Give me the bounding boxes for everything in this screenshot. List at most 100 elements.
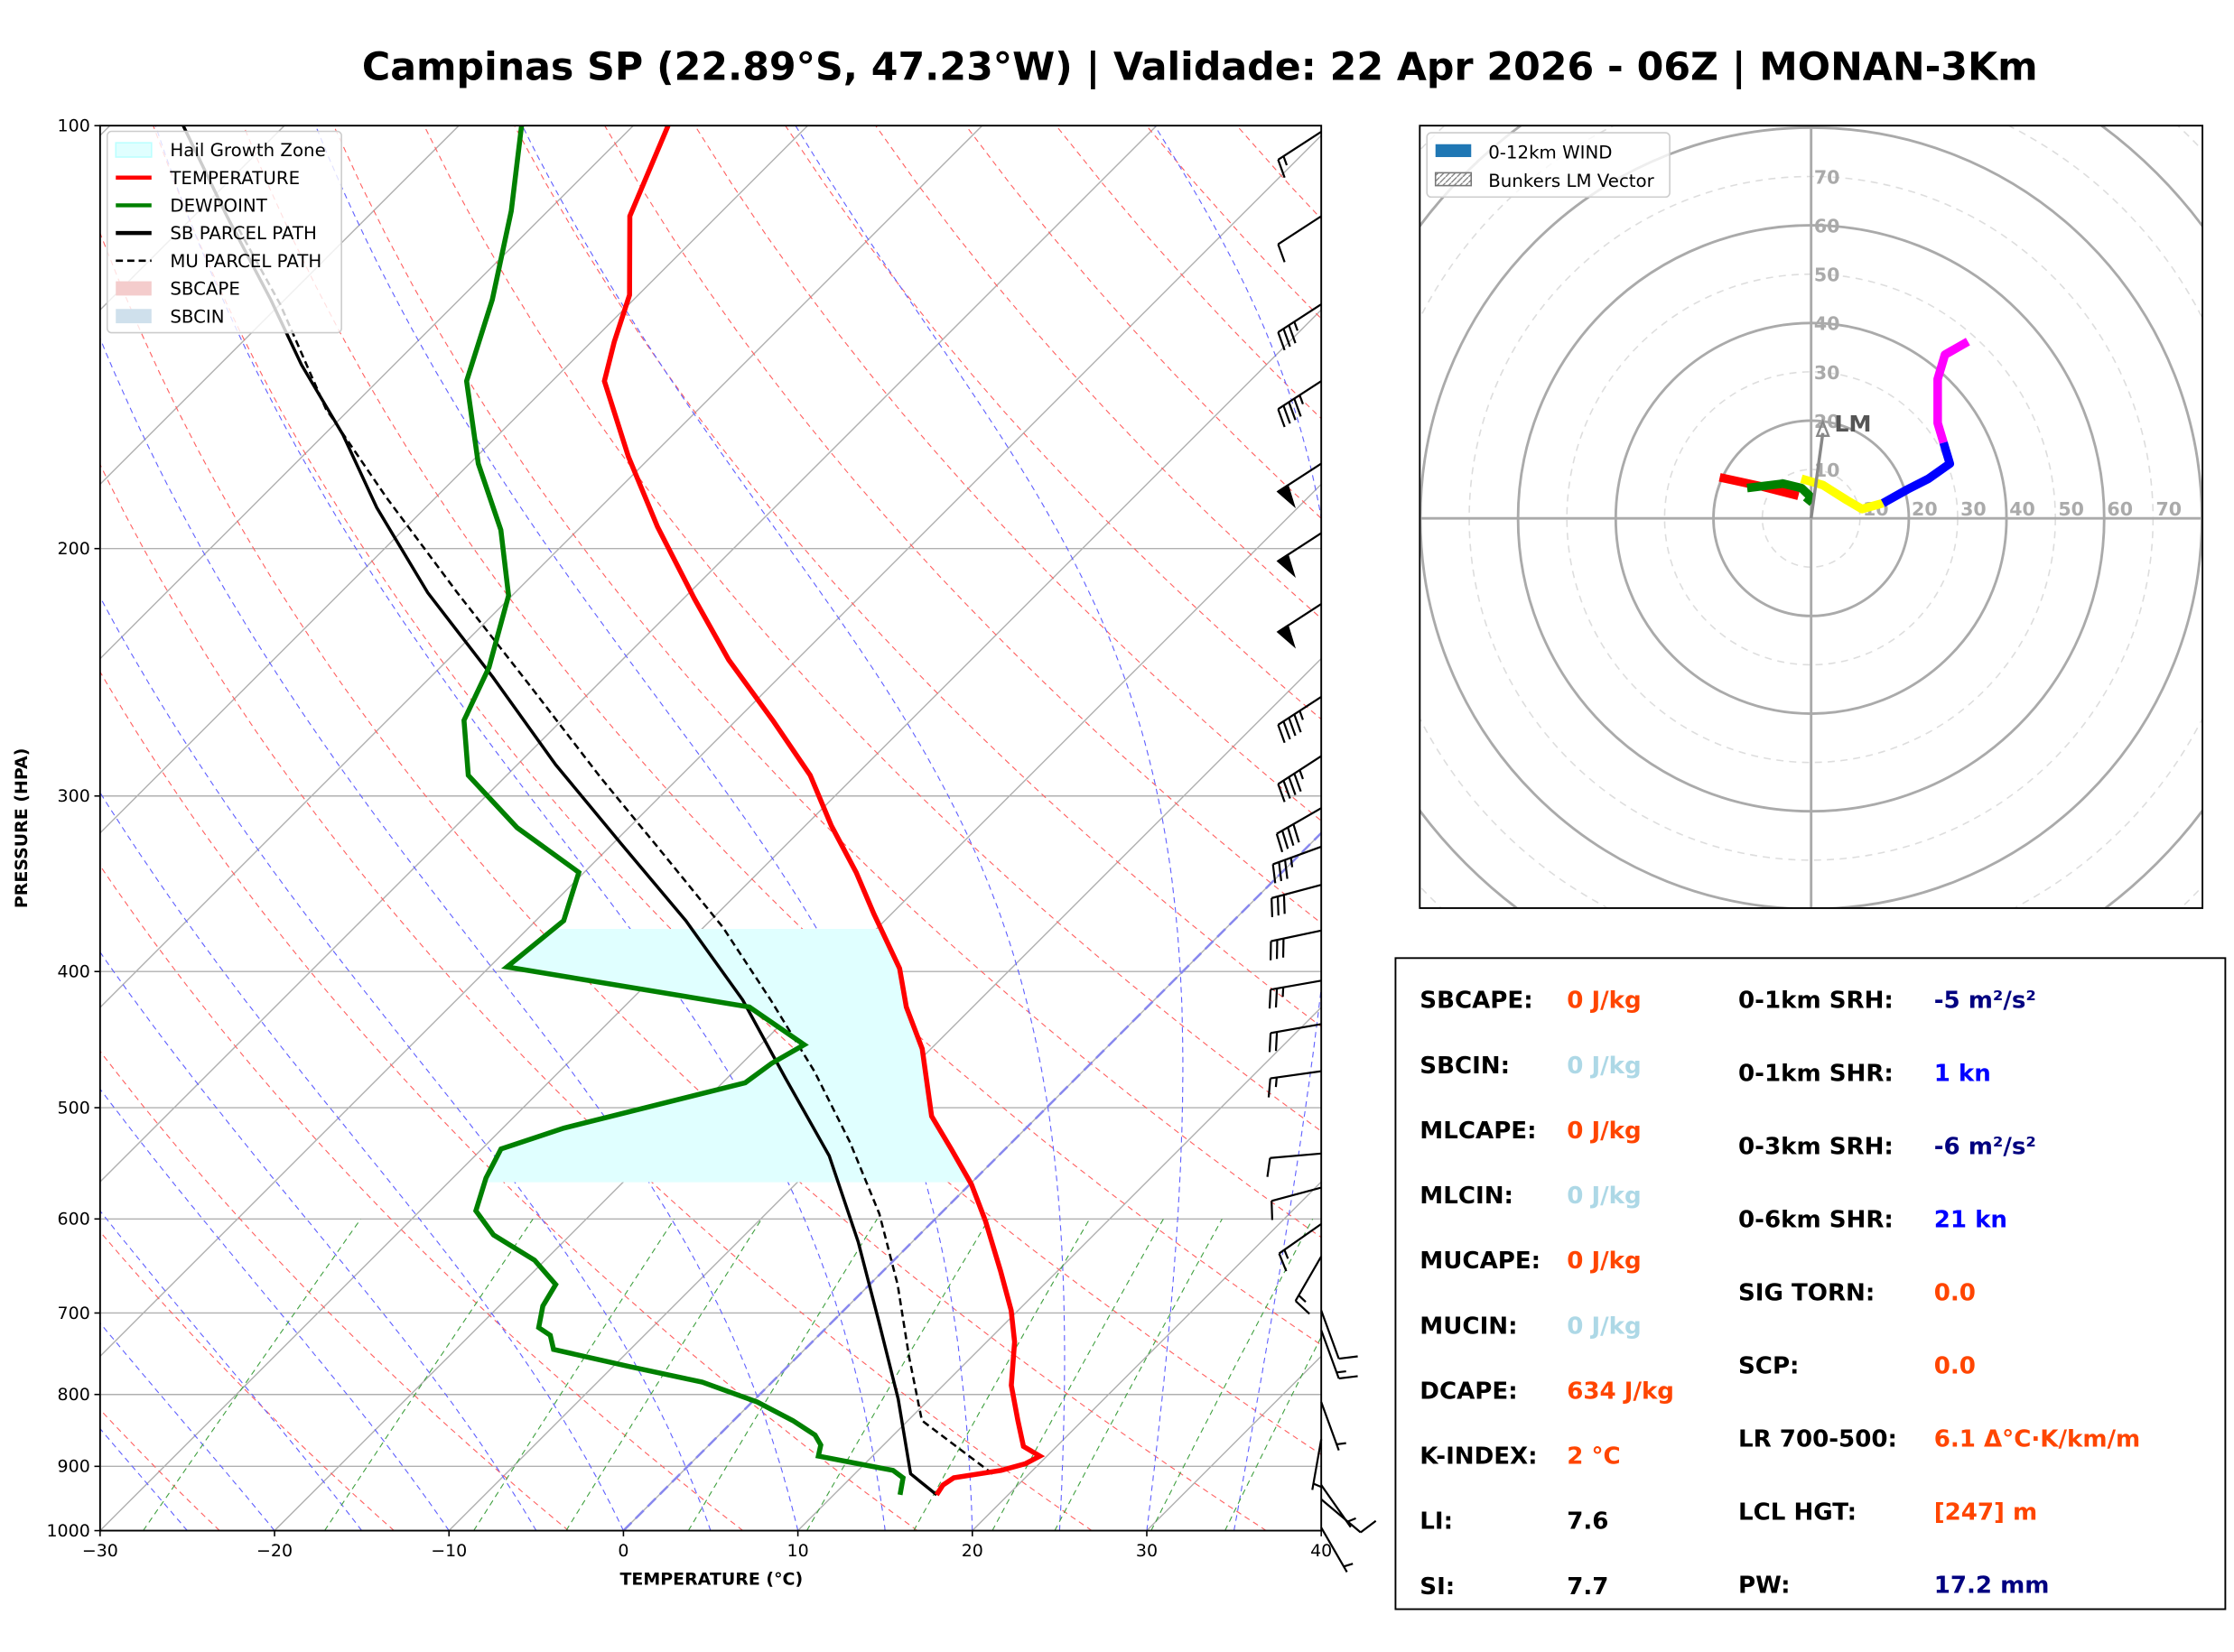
barb-feather xyxy=(1277,784,1286,803)
dry-adiabat xyxy=(785,125,1322,720)
barb-feather xyxy=(1288,402,1297,421)
x-tick-label: 10 xyxy=(787,1541,809,1561)
barb-feather xyxy=(1294,1300,1310,1315)
index-value: 6.1 Δ°C·K/km/m xyxy=(1934,1426,2141,1453)
barb-half-feather xyxy=(1293,321,1299,331)
index-label: MLCIN: xyxy=(1420,1183,1513,1210)
index-value: 0 J/kg xyxy=(1567,1248,1641,1275)
barb-staff xyxy=(1277,695,1322,726)
wind-barbs xyxy=(1266,130,1377,1573)
index-label: MUCIN: xyxy=(1420,1313,1517,1340)
hodograph-ring-label: 50 xyxy=(2058,498,2084,520)
barb-feather xyxy=(1277,724,1286,744)
y-tick-label: 500 xyxy=(58,1098,90,1118)
index-value: 0.0 xyxy=(1934,1280,1976,1307)
legend-lm-swatch xyxy=(1434,172,1473,187)
index-value: -5 m²/s² xyxy=(1934,988,2036,1015)
x-tick-label: −30 xyxy=(82,1541,118,1561)
barb-feather xyxy=(1283,859,1289,879)
y-tick-label: 1000 xyxy=(46,1521,89,1541)
y-tick-label: 800 xyxy=(58,1385,90,1405)
y-tick-label: 100 xyxy=(58,116,90,136)
hodograph-segment xyxy=(1746,478,1816,506)
wind-barb xyxy=(1275,807,1322,853)
index-label: K-INDEX: xyxy=(1420,1443,1537,1471)
legend-wind-swatch xyxy=(1435,144,1472,157)
barb-feather xyxy=(1268,1033,1272,1053)
barb-staff xyxy=(1270,1070,1322,1080)
hodograph-ring-label: 70 xyxy=(2156,498,2183,520)
legend-label: SB PARCEL PATH xyxy=(170,223,316,244)
dry-adiabat xyxy=(99,864,744,1531)
wind-barb xyxy=(1320,1484,1356,1528)
barb-feather xyxy=(1277,408,1286,428)
index-value: 2 °C xyxy=(1567,1443,1620,1471)
wind-barb xyxy=(1277,755,1322,803)
moist-adiabat xyxy=(99,791,624,1531)
sb-parcel-path xyxy=(182,125,938,1497)
isotherm xyxy=(99,125,285,311)
wind-barb xyxy=(1320,1499,1377,1534)
barb-feather xyxy=(1293,398,1302,417)
barb-staff xyxy=(1276,807,1322,835)
barb-feather xyxy=(1293,773,1302,793)
isotherm xyxy=(448,657,1322,1531)
moist-adiabat xyxy=(99,1088,450,1531)
isotherm xyxy=(99,309,1322,1531)
dry-adiabat xyxy=(99,1408,220,1531)
x-tick-label: 20 xyxy=(962,1541,983,1561)
y-tick-label: 700 xyxy=(58,1304,90,1323)
wind-barb xyxy=(1271,845,1322,884)
wind-barb xyxy=(1276,462,1322,509)
wind-barb xyxy=(1267,1070,1322,1098)
isotherm xyxy=(99,125,1158,1183)
hodograph-segment xyxy=(1880,441,1955,507)
wind-barb xyxy=(1320,1310,1358,1360)
moist-adiabat xyxy=(315,125,973,1531)
barb-feather xyxy=(1292,823,1300,843)
x-tick-label: 30 xyxy=(1136,1541,1158,1561)
index-value: -6 m²/s² xyxy=(1934,1134,2036,1161)
dry-adiabat xyxy=(99,1050,569,1531)
x-axis-label: TEMPERATURE (°C) xyxy=(619,1570,803,1590)
dry-adiabat xyxy=(243,125,1322,1346)
legend-label: MU PARCEL PATH xyxy=(170,251,321,272)
y-tick-label: 200 xyxy=(58,539,90,559)
barb-feather xyxy=(1278,1253,1288,1272)
barb-half-feather xyxy=(1282,155,1289,166)
barb-half-feather xyxy=(1281,987,1285,998)
isotherm xyxy=(99,125,808,834)
index-label: DCAPE: xyxy=(1420,1378,1517,1405)
wind-barb xyxy=(1271,1186,1322,1220)
barb-half-feather xyxy=(1336,1442,1346,1446)
skewt-ticks: −30 −20 −10 0 10 20 30 40 100 200 300 400 500 600 700 8… xyxy=(46,116,1332,1562)
index-label: SBCIN: xyxy=(1420,1053,1510,1080)
isotherm xyxy=(274,483,1322,1531)
index-value: 1 kn xyxy=(1934,1061,1991,1088)
moist-adiabat xyxy=(1154,125,1322,1531)
x-tick-label: −20 xyxy=(256,1541,293,1561)
legend-label: DEWPOINT xyxy=(170,196,267,217)
lm-vector-shaft xyxy=(1809,432,1825,519)
index-value: 634 J/kg xyxy=(1567,1378,1674,1405)
indices-panel: SBCAPE: 0 J/kg SBCIN: 0 J/kg MLCAPE: 0 J/kg ML… xyxy=(1394,957,2227,1610)
hodograph-ring-label: 70 xyxy=(1814,166,1840,188)
mixing-ratio-line xyxy=(1054,1219,1223,1531)
isotherm xyxy=(99,125,460,486)
legend-label: TEMPERATURE xyxy=(169,168,300,189)
mixing-ratio-line xyxy=(143,1218,361,1531)
hodograph-legend: 0-12km WIND Bunkers LM Vector xyxy=(1426,132,1671,199)
index-label: MUCAPE: xyxy=(1420,1248,1541,1275)
barb-half-feather xyxy=(1343,1563,1354,1568)
barb-staff xyxy=(1294,1256,1323,1302)
wind-barb xyxy=(1320,1527,1354,1573)
barb-half-feather xyxy=(1289,857,1294,868)
index-label: LR 700-500: xyxy=(1738,1426,1897,1453)
mixing-ratio-line xyxy=(473,1218,675,1531)
moist-adiabat xyxy=(521,125,1066,1531)
x-tick-label: −10 xyxy=(431,1541,467,1561)
barb-feather xyxy=(1271,864,1277,884)
index-value: 0 J/kg xyxy=(1567,1118,1641,1145)
moist-adiabat xyxy=(99,1210,363,1531)
